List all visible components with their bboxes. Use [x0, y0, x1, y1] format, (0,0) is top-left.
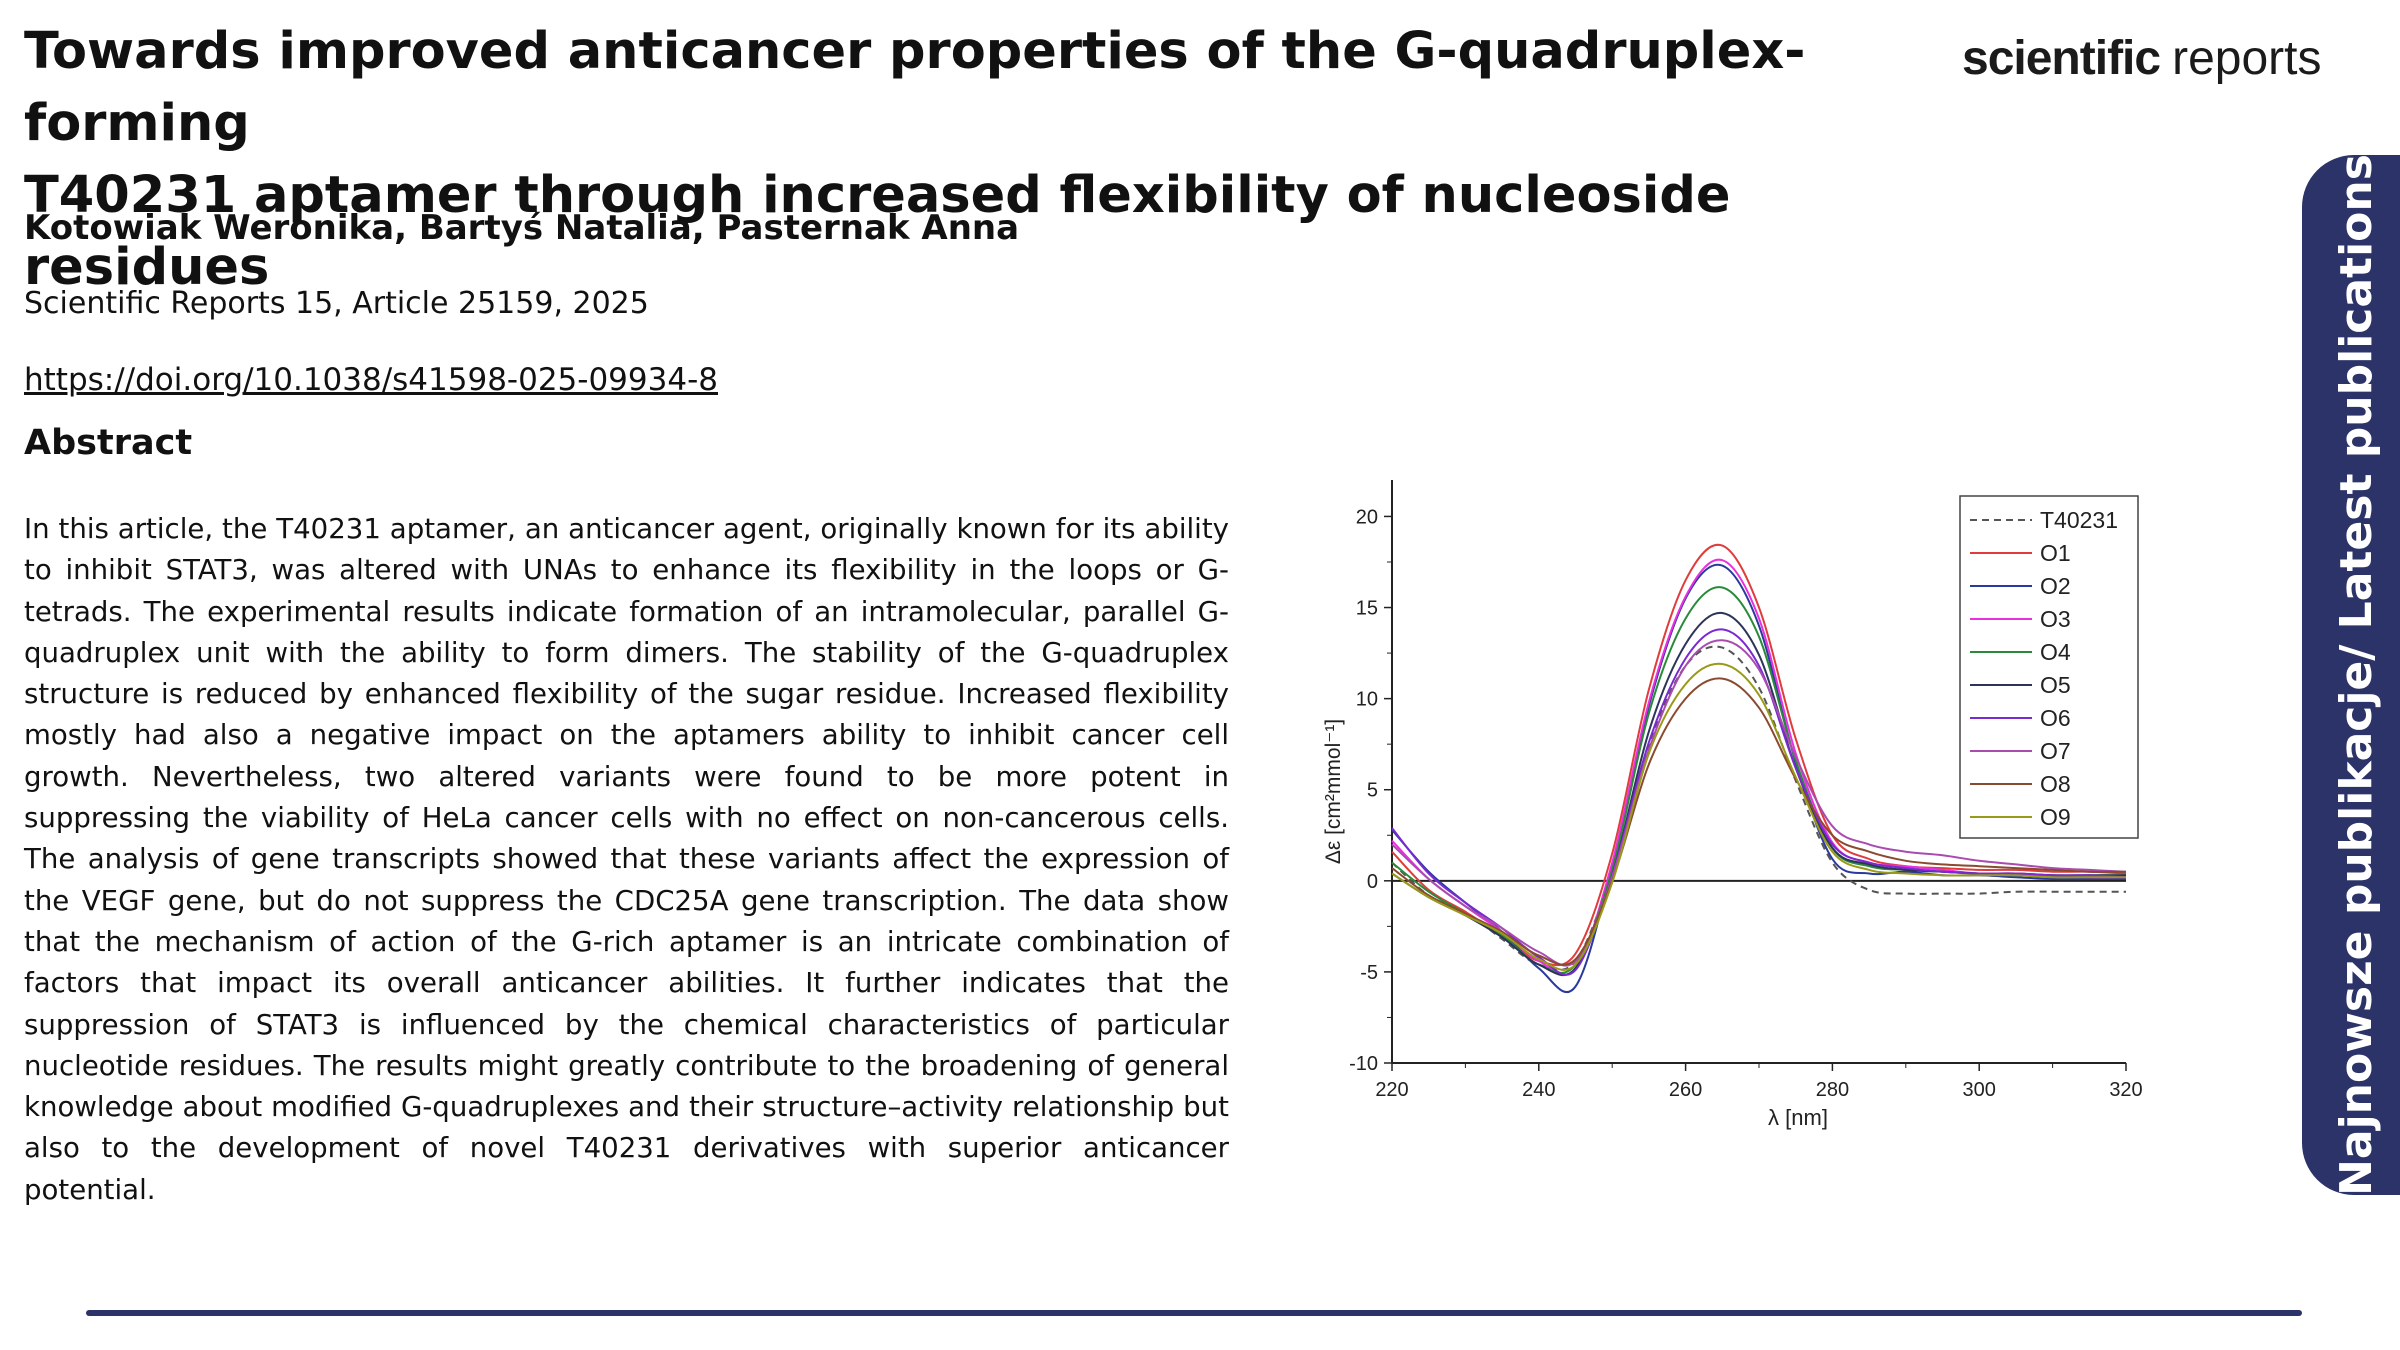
paper-title: Towards improved anticancer properties o…	[24, 16, 1924, 304]
legend-label-t40231: T40231	[2040, 507, 2118, 533]
cd-spectra-figure: -10 -5 0 5 10 15 20 220 240 260 280 300 320 Δε [cm²mm…	[1258, 440, 2168, 1200]
chart-axes: -10 -5 0 5 10 15 20 220 240 260 280 300 320 Δε [cm²mm…	[1322, 480, 2143, 1101]
y-tick-label: 5	[1367, 780, 1378, 802]
abstract-text: In this article, the T40231 aptamer, an …	[24, 512, 1229, 1206]
doi-link[interactable]: https://doi.org/10.1038/s41598-025-09934…	[24, 362, 718, 398]
author-list: Kotowiak Weronika, Bartyś Natalia, Paste…	[24, 208, 1020, 248]
y-tick-label: -5	[1360, 962, 1378, 984]
series-line-o1	[1391, 543, 2127, 967]
legend-label-o3: O3	[2040, 606, 2071, 632]
y-tick-label: -10	[1349, 1053, 1378, 1075]
x-tick-label: 260	[1669, 1079, 1702, 1101]
x-axis-label: λ [nm]	[1768, 1105, 1828, 1130]
logo-word-reports: reports	[2172, 32, 2322, 85]
x-tick-label: 240	[1522, 1079, 1555, 1101]
legend-label-o4: O4	[2040, 639, 2071, 665]
series-line-o7	[1391, 639, 2127, 967]
series-line-t40231	[1391, 645, 2126, 971]
cd-spectra-chart: -10 -5 0 5 10 15 20 220 240 260 280 300 320 Δε [cm²mm…	[1322, 480, 2143, 1130]
title-line-2: T40231 aptamer through increased flexibi…	[24, 166, 1731, 297]
logo-word-scientific: scientific	[1962, 32, 2161, 85]
y-tick-label: 20	[1356, 506, 1378, 528]
x-tick-label: 320	[2109, 1079, 2142, 1101]
x-tick-label: 280	[1816, 1079, 1849, 1101]
y-tick-label: 15	[1356, 598, 1378, 620]
latest-publications-label: Najnowsze publikacje/ Latest publication…	[2331, 154, 2382, 1196]
abstract-heading: Abstract	[24, 423, 193, 463]
x-tick-label: 300	[1963, 1079, 1996, 1101]
scientific-reports-logo: scientific reports	[1962, 24, 2321, 94]
legend-label-o9: O9	[2040, 804, 2071, 830]
legend-label-o5: O5	[2040, 672, 2071, 698]
chart-series-lines	[1391, 543, 2127, 994]
legend-label-o1: O1	[2040, 540, 2071, 566]
y-axis-label: Δε [cm²mmol⁻¹]	[1322, 719, 1345, 864]
latest-publications-tab: Najnowsze publikacje/ Latest publication…	[2302, 154, 2400, 1196]
y-tick-label: 0	[1367, 871, 1378, 893]
series-line-o9	[1391, 662, 2126, 971]
legend-label-o6: O6	[2040, 705, 2071, 731]
legend-label-o7: O7	[2040, 738, 2071, 764]
footer-divider	[86, 1310, 2302, 1316]
legend-label-o2: O2	[2040, 573, 2071, 599]
legend-label-o8: O8	[2040, 771, 2071, 797]
chart-legend: T40231 O1 O2 O3 O4 O5 O6 O7 O8 O9	[1959, 495, 2139, 839]
journal-citation: Scientific Reports 15, Article 25159, 20…	[24, 286, 649, 321]
y-tick-label: 10	[1356, 689, 1378, 711]
series-line-o8	[1391, 677, 2127, 966]
title-line-1: Towards improved anticancer properties o…	[24, 22, 1806, 153]
x-tick-label: 220	[1375, 1079, 1408, 1101]
